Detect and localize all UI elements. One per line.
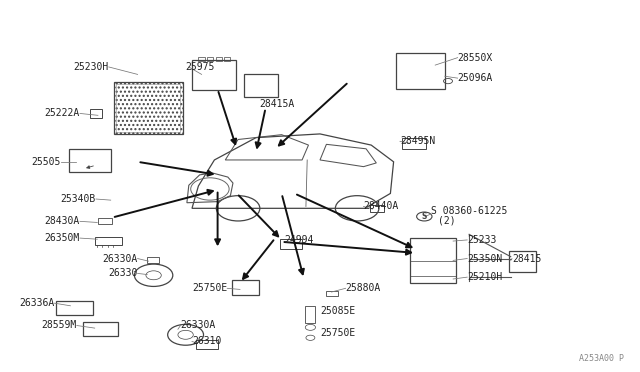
Text: 24994: 24994 — [285, 235, 314, 245]
Bar — [326, 291, 338, 296]
Text: 28415A: 28415A — [259, 99, 294, 109]
Bar — [305, 306, 315, 323]
Text: 25096A: 25096A — [458, 73, 493, 83]
Text: 25210H: 25210H — [467, 272, 502, 282]
Bar — [147, 257, 159, 263]
Text: 25750E: 25750E — [192, 283, 227, 293]
Bar — [224, 57, 230, 61]
Bar — [196, 340, 218, 349]
Bar — [69, 149, 111, 172]
Text: 25222A: 25222A — [45, 109, 80, 118]
Bar — [216, 57, 222, 61]
Text: 28415: 28415 — [512, 254, 541, 263]
Text: 28495N: 28495N — [400, 137, 435, 146]
Bar — [396, 53, 445, 89]
Text: 26336A: 26336A — [19, 298, 54, 308]
Bar — [410, 238, 456, 283]
Text: 28430A: 28430A — [45, 217, 80, 226]
Bar — [56, 301, 93, 315]
Bar — [116, 84, 180, 132]
Text: 26330A: 26330A — [180, 321, 216, 330]
Text: 25340B: 25340B — [61, 194, 96, 204]
Bar — [232, 280, 259, 295]
Bar — [207, 57, 213, 61]
Bar — [509, 251, 536, 272]
Text: 28440A: 28440A — [364, 202, 399, 211]
Text: 25230H: 25230H — [74, 62, 109, 72]
Text: 25975: 25975 — [186, 62, 215, 72]
Bar — [114, 82, 183, 134]
Bar — [98, 218, 112, 224]
Bar — [90, 109, 102, 118]
Text: 25880A: 25880A — [346, 283, 381, 293]
Text: 26310: 26310 — [192, 337, 221, 346]
Text: S 08360-61225: S 08360-61225 — [431, 206, 507, 216]
Text: S: S — [422, 212, 427, 221]
Text: 25350N: 25350N — [467, 254, 502, 263]
Text: 25233: 25233 — [467, 235, 497, 245]
Text: 25505: 25505 — [31, 157, 61, 167]
Bar — [280, 239, 302, 249]
Bar — [83, 322, 118, 336]
Bar — [192, 60, 236, 90]
Bar — [244, 74, 278, 97]
Bar — [370, 205, 384, 212]
Text: 28559M: 28559M — [42, 321, 77, 330]
Text: 26330: 26330 — [108, 269, 138, 278]
Bar — [198, 57, 205, 61]
Text: A253A00 P: A253A00 P — [579, 354, 624, 363]
Text: (2): (2) — [438, 215, 456, 225]
Bar — [402, 138, 426, 149]
Text: 28550X: 28550X — [458, 53, 493, 62]
Text: 25750E: 25750E — [320, 328, 355, 338]
Text: 26350M: 26350M — [45, 233, 80, 243]
Text: 25085E: 25085E — [320, 306, 355, 315]
Bar — [95, 237, 122, 245]
Text: 26330A: 26330A — [102, 254, 138, 263]
